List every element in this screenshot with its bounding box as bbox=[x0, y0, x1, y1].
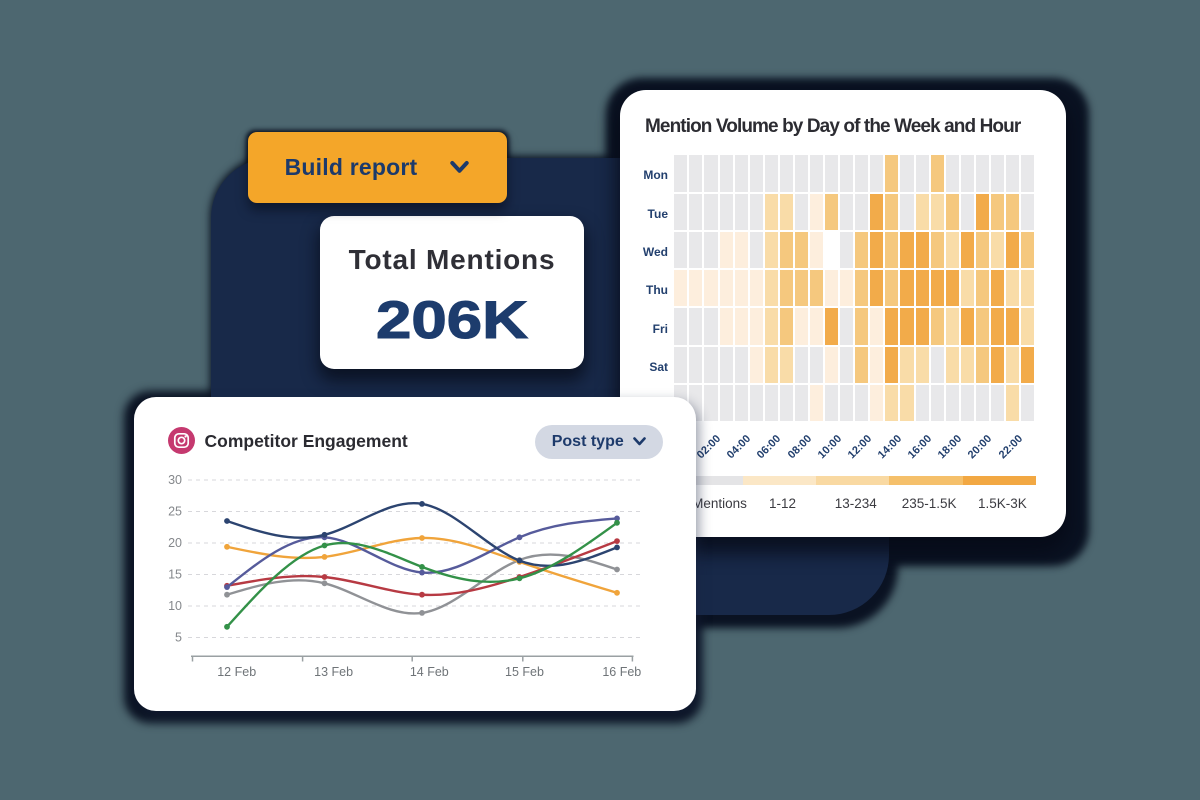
svg-text:5: 5 bbox=[175, 631, 182, 645]
svg-text:30: 30 bbox=[168, 473, 182, 487]
svg-text:16 Feb: 16 Feb bbox=[602, 665, 641, 679]
svg-text:10: 10 bbox=[168, 599, 182, 613]
svg-text:12 Feb: 12 Feb bbox=[217, 665, 256, 679]
svg-text:13 Feb: 13 Feb bbox=[314, 665, 353, 679]
svg-text:14 Feb: 14 Feb bbox=[410, 665, 449, 679]
svg-text:15: 15 bbox=[168, 568, 182, 582]
svg-text:20: 20 bbox=[168, 536, 182, 550]
svg-text:15 Feb: 15 Feb bbox=[505, 665, 544, 679]
svg-text:25: 25 bbox=[168, 505, 182, 519]
